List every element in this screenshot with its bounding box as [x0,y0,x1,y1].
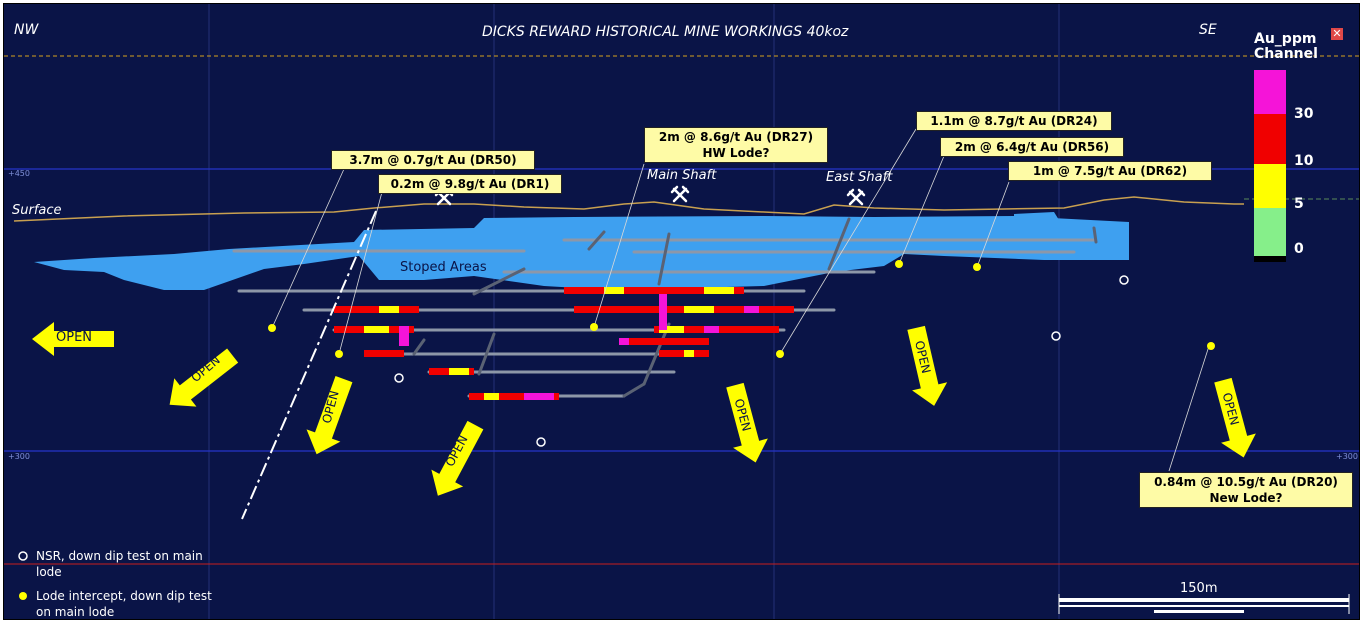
lode-intercept-marker-dr27 [590,323,598,331]
shafts-and-winzes [412,217,1098,398]
scale-bar-label: 150m [1180,581,1218,596]
legend-lode-line2: on main lode [36,605,115,619]
stoped-areas-label: Stoped Areas [400,260,487,275]
open-arrow-down-4 [726,382,768,463]
lode-intercept-marker-dr50 [268,324,276,332]
legend-title-line2: Channel [1254,46,1318,62]
rl-label-300: +300 [8,452,30,461]
callout-dr20-line1: 0.84m @ 10.5g/t Au (DR20) [1154,475,1338,489]
lode-intercept-marker-dr20 [1207,342,1215,350]
legend-value-5: 5 [1294,196,1304,212]
scale-bar-graphic [1058,594,1350,614]
stoped-area-shapes [34,212,1129,290]
nsr-markers [394,275,1129,447]
legend-title-line1: Au_ppm [1254,31,1317,47]
open-arrow-left [32,322,114,356]
lode-intercept-markers [268,260,1215,358]
legend-nsr-line1: NSR, down dip test on main [36,549,203,563]
callout-dr50: 3.7m @ 0.7g/t Au (DR50) [331,150,535,170]
legend-lode-text: Lode intercept, down dip test on main lo… [36,588,212,619]
rl-label-450: +450 [8,169,30,178]
legend-colour-bar [1254,70,1286,262]
open-arrow-down-2 [306,376,353,455]
callout-dr20-line2: New Lode? [1209,491,1283,505]
legend-swatch-10 [1254,114,1286,164]
legend-lode-line1: Lode intercept, down dip test [36,589,212,603]
legend-swatch-0 [1254,208,1286,256]
long-section-view: NW DICKS REWARD HISTORICAL MINE WORKINGS… [3,3,1360,620]
callout-dr27: 2m @ 8.6g/t Au (DR27) HW Lode? [644,127,828,163]
callout-dr62: 1m @ 7.5g/t Au (DR62) [1008,161,1212,181]
legend-nsr-marker [18,551,28,561]
legend-close-icon[interactable]: ✕ [1331,27,1343,40]
legend-value-0: 0 [1294,241,1304,257]
surface-line [13,196,1244,222]
direction-se: SE [1199,22,1217,38]
callout-dr27-line1: 2m @ 8.6g/t Au (DR27) [658,130,814,144]
callout-dr24: 1.1m @ 8.7g/t Au (DR24) [916,111,1112,131]
open-arrow-down-left-1 [169,348,239,407]
legend-value-10: 10 [1294,153,1314,169]
east-shaft-label: East Shaft [826,170,893,185]
rl-label-300-right: +300 [1336,452,1358,461]
legend-nsr-line2: lode [36,565,62,579]
legend-nsr-text: NSR, down dip test on main lode [36,548,203,580]
open-arrow-down-3 [431,420,484,496]
legend-swatch-5 [1254,164,1286,208]
section-title: DICKS REWARD HISTORICAL MINE WORKINGS 40… [482,24,849,40]
surface-label: Surface [12,203,62,218]
callout-dr20: 0.84m @ 10.5g/t Au (DR20) New Lode? [1139,472,1353,508]
pickaxe-icon [846,188,866,206]
lode-intercept-marker-dr1 [335,350,343,358]
callout-dr1: 0.2m @ 9.8g/t Au (DR1) [378,174,562,194]
open-label-left: OPEN [56,330,93,345]
direction-nw: NW [14,22,39,38]
open-arrows [32,322,1256,496]
legend-swatch-30 [1254,70,1286,114]
callout-dr27-line2: HW Lode? [702,146,770,160]
legend-value-30: 30 [1294,106,1314,122]
legend-lode-marker [19,592,27,600]
channel-samples [334,287,794,400]
lode-intercept-marker-dr24 [776,350,784,358]
pickaxe-icon [670,185,690,203]
open-arrow-down-5 [907,325,948,406]
section-graphics [4,4,1359,619]
fault-line [241,210,377,520]
lode-intercept-marker-dr62 [973,263,981,271]
main-shaft-label: Main Shaft [647,168,717,183]
callout-dr56: 2m @ 6.4g/t Au (DR56) [940,137,1124,157]
legend-title: Au_ppm Channel [1254,32,1318,62]
open-arrow-down-6 [1214,377,1256,458]
lode-intercept-marker-dr56 [895,260,903,268]
callout-leaders [271,128,1210,472]
